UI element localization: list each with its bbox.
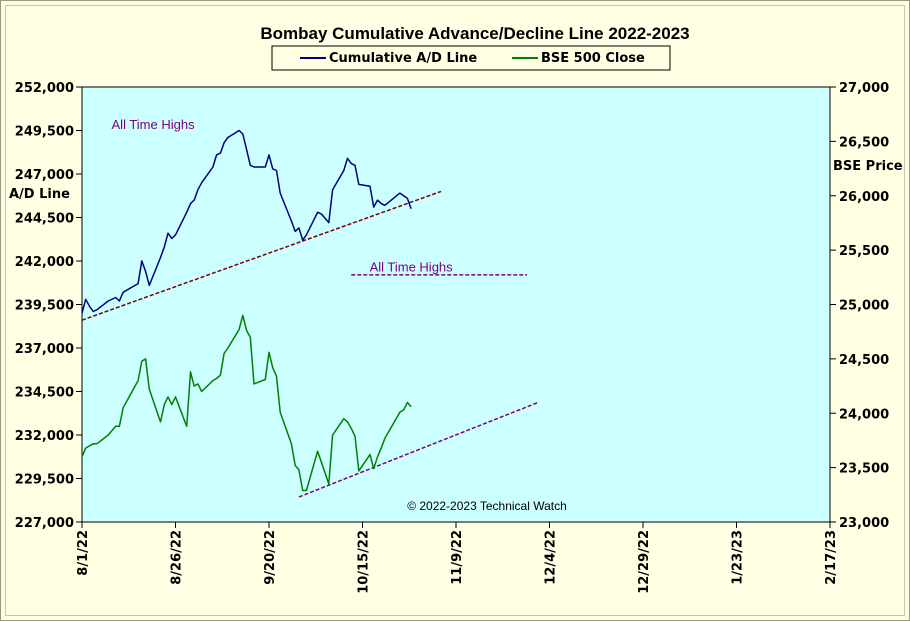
legend-box [271,45,671,71]
left-tick-label: 234,500 [15,386,74,401]
legend-label-ad: Cumulative A/D Line [329,51,477,66]
left-tick-label: 229,500 [15,473,74,488]
right-tick-label: 25,500 [839,244,889,259]
x-tick-label: 10/15/22 [357,530,372,594]
annotations: All Time Highs All Time Highs [112,117,454,275]
bse-500-close-line [81,314,412,492]
plot-area [81,86,831,523]
left-tick-label: 232,000 [15,429,74,444]
left-tick-label: 239,500 [15,299,74,314]
all-time-highs-label: All Time Highs [370,259,454,274]
x-tick-label: 12/4/22 [544,530,559,585]
x-tick-label: 12/29/22 [637,530,652,594]
left-tick-label: 249,500 [15,125,74,140]
x-tick-label: 8/1/22 [76,530,91,576]
left-axis: 227,000 229,500 232,000 234,500 237,000 239,5… [15,81,82,531]
right-tick-label: 27,000 [839,81,889,96]
x-tick-label: 1/23/23 [731,530,746,585]
left-tick-label: 247,000 [15,168,74,183]
right-axis: 23,000 23,500 24,000 24,500 25,000 25,500 26,0… [830,81,889,531]
left-axis-label: A/D Line [9,187,70,202]
chart-title: Bombay Cumulative Advance/Decline Line 2… [260,24,689,43]
left-tick-label: 227,000 [15,516,74,531]
right-tick-label: 24,000 [839,407,889,422]
x-tick-label: 2/17/23 [824,530,839,585]
cumulative-ad-line [81,129,412,314]
right-tick-label: 23,500 [839,462,889,477]
trendlines [81,190,539,498]
left-tick-label: 252,000 [15,81,74,96]
legend-label-bse: BSE 500 Close [541,51,645,66]
x-axis: 8/1/22 8/26/22 9/20/22 10/15/22 11/9/22 12/4/… [76,522,839,594]
right-tick-label: 25,000 [839,299,889,314]
x-tick-label: 9/20/22 [263,530,278,585]
left-tick-label: 242,000 [15,255,74,270]
all-time-highs-label: All Time Highs [112,117,196,132]
trendline [298,401,539,498]
right-tick-label: 23,000 [839,516,889,531]
right-tick-label: 26,500 [839,135,889,150]
right-tick-label: 24,500 [839,353,889,368]
chart-inner-border [5,5,905,616]
trendline [81,190,442,321]
right-tick-label: 26,000 [839,190,889,205]
right-axis-label: BSE Price [833,159,903,174]
left-tick-label: 244,500 [15,212,74,227]
x-tick-label: 8/26/22 [170,530,185,585]
series-lines [81,129,412,492]
left-tick-label: 237,000 [15,342,74,357]
copyright-text: © 2022-2023 Technical Watch [407,499,567,513]
legend: Cumulative A/D Line BSE 500 Close [271,45,671,71]
x-tick-label: 11/9/22 [450,530,465,585]
